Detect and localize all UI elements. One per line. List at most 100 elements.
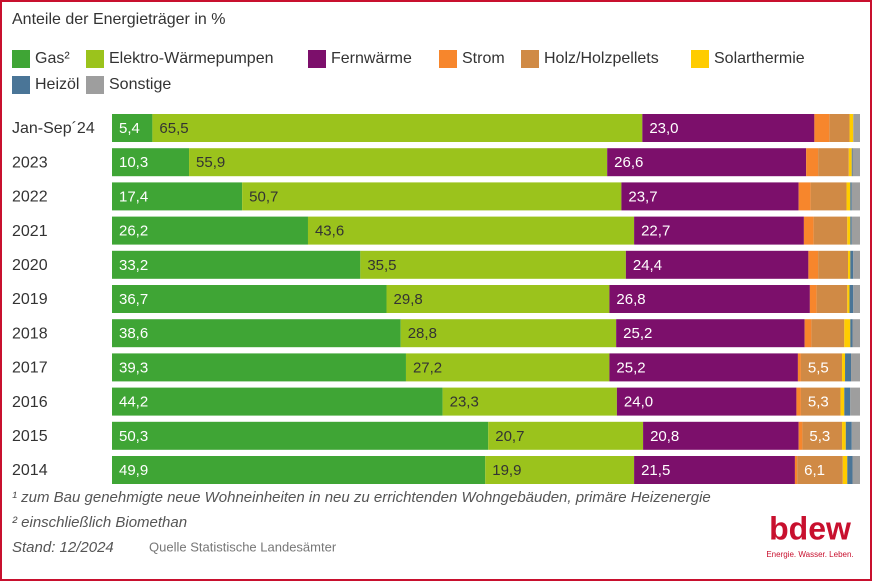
bar-segment — [112, 216, 308, 245]
legend-swatch — [308, 50, 326, 68]
legend-swatch — [86, 76, 104, 94]
value-label: 5,3 — [808, 394, 829, 411]
y-tick-label: 2023 — [12, 154, 48, 171]
bar-segment — [848, 148, 852, 177]
value-label: 49,9 — [119, 462, 148, 479]
bar-segment — [845, 421, 852, 450]
bar-segment — [845, 353, 852, 382]
bar-segment — [642, 114, 815, 142]
bar-segment — [850, 182, 852, 211]
legend-label: Holz/Holzpellets — [544, 50, 659, 67]
bar-segment — [852, 319, 860, 348]
bar-segment — [813, 216, 848, 245]
value-label: 25,2 — [623, 325, 652, 342]
bar-segment — [847, 285, 850, 313]
bar-segment — [112, 250, 361, 279]
bar-segment — [643, 421, 799, 450]
bar-segment — [796, 387, 801, 416]
bar-segment — [804, 319, 812, 348]
bar-segment — [818, 250, 849, 279]
bar-segment — [797, 353, 801, 382]
bar-segment — [852, 456, 860, 484]
bar-segment — [842, 456, 848, 484]
bar-segment — [816, 285, 848, 313]
bar-segment — [616, 387, 797, 416]
bar-segment — [803, 216, 814, 245]
value-label: 25,2 — [616, 359, 645, 376]
bar-segment — [800, 353, 843, 382]
y-tick-label: 2019 — [12, 291, 48, 308]
y-tick-label: 2015 — [12, 428, 48, 445]
bar-segment — [307, 216, 635, 245]
legend-label: Heizöl — [35, 76, 79, 93]
bar-segment — [360, 250, 626, 279]
legend-swatch — [439, 50, 457, 68]
bar-segment — [842, 353, 846, 382]
value-label: 65,5 — [159, 120, 188, 137]
y-tick-label: 2021 — [12, 223, 48, 240]
logo-tagline: Energie. Wasser. Leben. — [766, 550, 853, 559]
legend-swatch — [86, 50, 104, 68]
bar-segment — [847, 456, 853, 484]
value-label: 5,4 — [119, 120, 140, 137]
bar-segment — [442, 387, 617, 416]
bar-segment — [840, 387, 845, 416]
value-label: 20,8 — [650, 428, 679, 445]
bar-segment — [607, 148, 807, 177]
bar-segment — [625, 250, 809, 279]
bar-segment — [798, 182, 811, 211]
bar-segment — [850, 319, 853, 348]
value-label: 5,5 — [808, 359, 829, 376]
footnote: ² einschließlich Biomethan — [12, 514, 187, 531]
y-tick-label: 2014 — [12, 462, 48, 479]
bar-segment — [847, 216, 851, 245]
bar-segment — [242, 182, 622, 211]
value-label: 35,5 — [367, 257, 396, 274]
bar-segment — [112, 114, 153, 142]
value-label: 29,8 — [394, 291, 423, 308]
value-label: 6,1 — [804, 462, 825, 479]
bar-segment — [850, 387, 860, 416]
value-label: 44,2 — [119, 394, 148, 411]
value-label: 50,7 — [249, 188, 278, 205]
bar-segment — [112, 456, 486, 484]
bar-segment — [800, 387, 841, 416]
bar-segment — [634, 456, 795, 484]
bar-segment — [616, 319, 805, 348]
value-label: 5,3 — [809, 428, 830, 445]
bar-segment — [853, 285, 860, 313]
bar-segment — [112, 319, 401, 348]
stand: Stand: 12/2024 — [12, 539, 114, 556]
value-label: 26,2 — [119, 223, 148, 240]
bar-segment — [814, 114, 830, 142]
bar-segment — [189, 148, 608, 177]
bar-segment — [851, 353, 860, 382]
value-label: 20,7 — [495, 428, 524, 445]
legend-label: Gas² — [35, 50, 70, 67]
bar-segment — [386, 285, 610, 313]
bar-segment — [112, 387, 443, 416]
bar-segment — [400, 319, 617, 348]
bar-segment — [609, 285, 810, 313]
bar-segment — [794, 456, 798, 484]
chart-title: Anteile der Energieträger in % — [12, 11, 225, 28]
bar-segment — [485, 456, 635, 484]
y-tick-label: 2016 — [12, 394, 48, 411]
value-label: 55,9 — [196, 154, 225, 171]
bar-segment — [808, 250, 819, 279]
legend-label: Elektro-Wärmepumpen — [109, 50, 274, 67]
bar-segment — [806, 148, 819, 177]
bar-segment — [112, 285, 387, 313]
value-label: 22,7 — [641, 223, 670, 240]
legend-label: Solarthermie — [714, 50, 805, 67]
logo: bdew — [769, 510, 851, 546]
bar-segment — [849, 285, 854, 313]
bar-segment — [152, 114, 643, 142]
y-tick-label: 2017 — [12, 360, 48, 377]
value-label: 43,6 — [315, 223, 344, 240]
bar-segment — [798, 421, 803, 450]
bar-segment — [609, 353, 798, 382]
bar-segment — [849, 114, 854, 142]
value-label: 24,0 — [624, 394, 653, 411]
bar-segment — [112, 353, 406, 382]
